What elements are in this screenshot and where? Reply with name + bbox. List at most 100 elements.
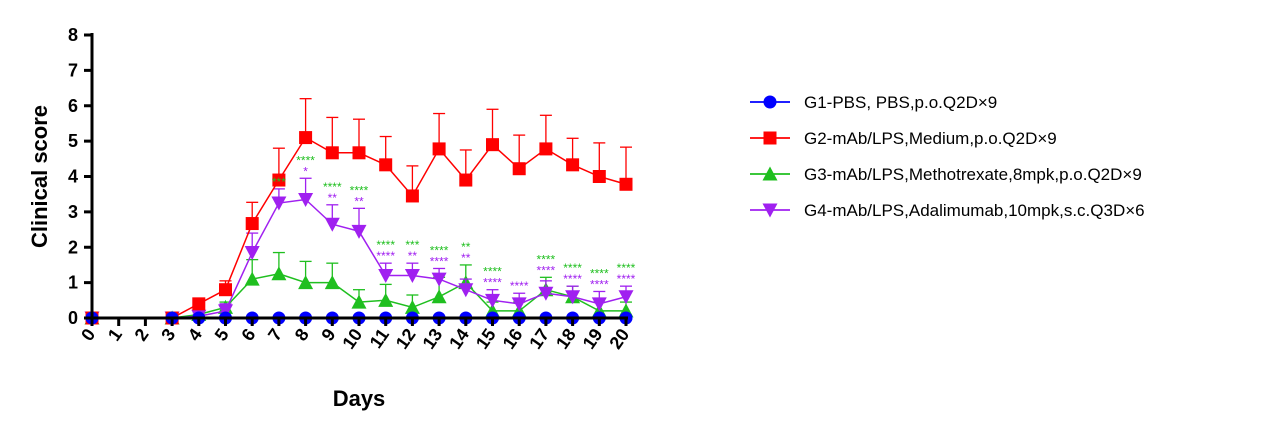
legend: G1-PBS, PBS,p.o.Q2D×9 G2-mAb/LPS,Medium,p… xyxy=(750,93,1145,220)
significance-label: **** xyxy=(510,279,529,293)
data-point xyxy=(458,283,474,298)
data-point xyxy=(432,142,446,156)
significance-label: **** xyxy=(563,261,582,275)
x-tick-label: 11 xyxy=(366,325,393,352)
data-point xyxy=(244,271,260,286)
x-tick-label: 3 xyxy=(157,325,179,345)
significance-label: **** xyxy=(537,252,556,266)
data-point xyxy=(245,217,259,231)
y-tick-label: 8 xyxy=(68,25,78,45)
data-point xyxy=(431,272,447,287)
y-tick-label: 0 xyxy=(68,308,78,328)
x-tick-label: 0 xyxy=(77,325,99,345)
significance-label: **** xyxy=(590,266,609,280)
significance-label: **** xyxy=(296,153,315,167)
x-tick-label: 20 xyxy=(605,325,633,353)
data-point xyxy=(379,158,393,172)
data-point xyxy=(378,292,394,307)
legend-label: G2-mAb/LPS,Medium,p.o.Q2D×9 xyxy=(804,129,1057,148)
y-tick-label: 7 xyxy=(68,60,78,80)
data-point xyxy=(566,158,580,172)
x-tick-label: 12 xyxy=(392,325,420,353)
significance-label: **** xyxy=(563,272,582,286)
significance-label: * xyxy=(303,164,308,178)
significance-label: **** xyxy=(376,238,395,252)
y-tick-label: 2 xyxy=(68,237,78,257)
legend-item: G3-mAb/LPS,Methotrexate,8mpk,p.o.Q2D×9 xyxy=(750,165,1142,184)
y-tick-label: 5 xyxy=(68,131,78,151)
significance-label: **** xyxy=(350,183,369,197)
x-tick-label: 6 xyxy=(237,325,259,345)
data-point xyxy=(619,177,633,191)
data-point xyxy=(298,192,314,207)
significance-label: **** xyxy=(430,254,449,268)
significance-label: **** xyxy=(376,249,395,263)
significance-label: ** xyxy=(461,251,471,265)
x-tick-label: 7 xyxy=(264,325,286,345)
legend-marker xyxy=(763,131,777,145)
significance-label: **** xyxy=(617,261,636,275)
data-point xyxy=(324,217,340,232)
data-point xyxy=(271,196,287,211)
data-point xyxy=(591,297,607,312)
x-tick-label: 19 xyxy=(579,325,607,353)
legend-marker xyxy=(763,95,777,109)
data-point xyxy=(378,269,394,284)
data-point xyxy=(404,299,420,314)
legend-item: G1-PBS, PBS,p.o.Q2D×9 xyxy=(750,93,997,112)
data-point xyxy=(404,269,420,284)
data-point xyxy=(324,275,340,290)
x-tick-label: 8 xyxy=(291,325,313,345)
x-tick-label: 17 xyxy=(525,325,553,353)
x-tick-label: 4 xyxy=(184,325,206,345)
significance-label: **** xyxy=(537,263,556,277)
data-point xyxy=(272,173,286,187)
data-point xyxy=(192,297,206,311)
significance-label: **** xyxy=(617,272,636,286)
data-point xyxy=(405,189,419,203)
data-point xyxy=(431,289,447,304)
significance-label: *** xyxy=(405,238,419,252)
x-axis-title: Days xyxy=(333,386,386,411)
data-point xyxy=(271,266,287,281)
data-point xyxy=(299,131,313,145)
data-point xyxy=(618,290,634,305)
significance-label: ** xyxy=(328,191,338,205)
x-tick-label: 14 xyxy=(445,325,473,353)
data-point xyxy=(218,304,233,319)
data-point xyxy=(351,224,367,239)
x-tick-label: 10 xyxy=(338,325,366,353)
significance-label: ** xyxy=(354,194,364,208)
x-tick-label: 9 xyxy=(317,325,339,345)
data-point xyxy=(352,146,366,160)
data-point xyxy=(485,293,500,308)
significance-label: ** xyxy=(461,240,471,254)
y-axis-title: Clinical score xyxy=(27,105,52,248)
significance-label: **** xyxy=(323,180,342,194)
significance-annotations: ****************************************… xyxy=(272,153,636,293)
data-point xyxy=(592,170,606,183)
data-point xyxy=(351,294,367,309)
legend-marker xyxy=(762,166,778,181)
x-tick-label: 5 xyxy=(211,325,233,345)
data-point xyxy=(539,142,553,156)
plot-area: ****************************************… xyxy=(84,98,636,326)
data-point xyxy=(538,286,554,301)
data-point xyxy=(298,275,314,290)
legend-marker xyxy=(762,203,778,218)
data-point xyxy=(325,146,339,160)
x-tick-label: 16 xyxy=(499,325,527,353)
legend-label: G4-mAb/LPS,Adalimumab,10mpk,s.c.Q3D×6 xyxy=(804,201,1145,220)
data-point xyxy=(511,297,527,312)
y-tick-label: 3 xyxy=(68,202,78,222)
significance-label: **** xyxy=(483,276,502,290)
legend-item: G4-mAb/LPS,Adalimumab,10mpk,s.c.Q3D×6 xyxy=(750,201,1145,220)
y-tick-label: 1 xyxy=(68,273,78,293)
legend-label: G3-mAb/LPS,Methotrexate,8mpk,p.o.Q2D×9 xyxy=(804,165,1142,184)
x-tick-label: 1 xyxy=(104,325,126,345)
data-point xyxy=(512,162,526,176)
significance-label: **** xyxy=(430,243,449,257)
data-point xyxy=(565,290,581,305)
significance-label: **** xyxy=(590,277,609,291)
